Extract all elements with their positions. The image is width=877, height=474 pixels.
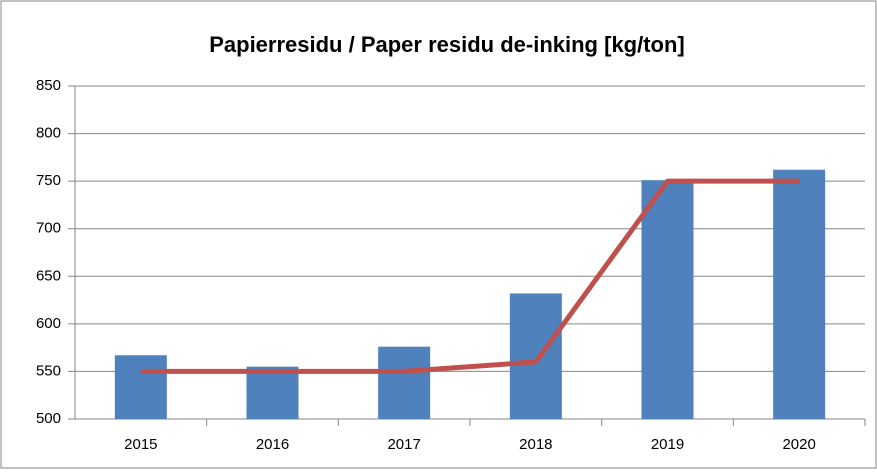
x-tick-label: 2015 [124,436,157,453]
x-tick-label: 2018 [519,436,552,453]
bar [378,346,431,419]
bar [641,180,694,419]
y-tick-label: 600 [36,315,61,332]
x-tick-label: 2017 [387,436,420,453]
bar [114,355,167,419]
bar [773,169,826,419]
x-tick-label: 2016 [256,436,289,453]
y-tick-label: 650 [36,267,61,284]
line [140,178,800,374]
y-tick-label: 750 [36,172,61,189]
y-tick-label: 850 [36,77,61,94]
chart-title: Papierresidu / Paper residu de-inking [k… [209,32,685,57]
y-tick-label: 700 [36,220,61,237]
y-tick-label: 500 [36,410,61,427]
y-tick-label: 550 [36,362,61,379]
y-tick-label: 800 [36,125,61,142]
bar [246,366,299,419]
x-tick-label: 2019 [651,436,684,453]
x-tick-label: 2020 [782,436,815,453]
bar [509,293,562,419]
